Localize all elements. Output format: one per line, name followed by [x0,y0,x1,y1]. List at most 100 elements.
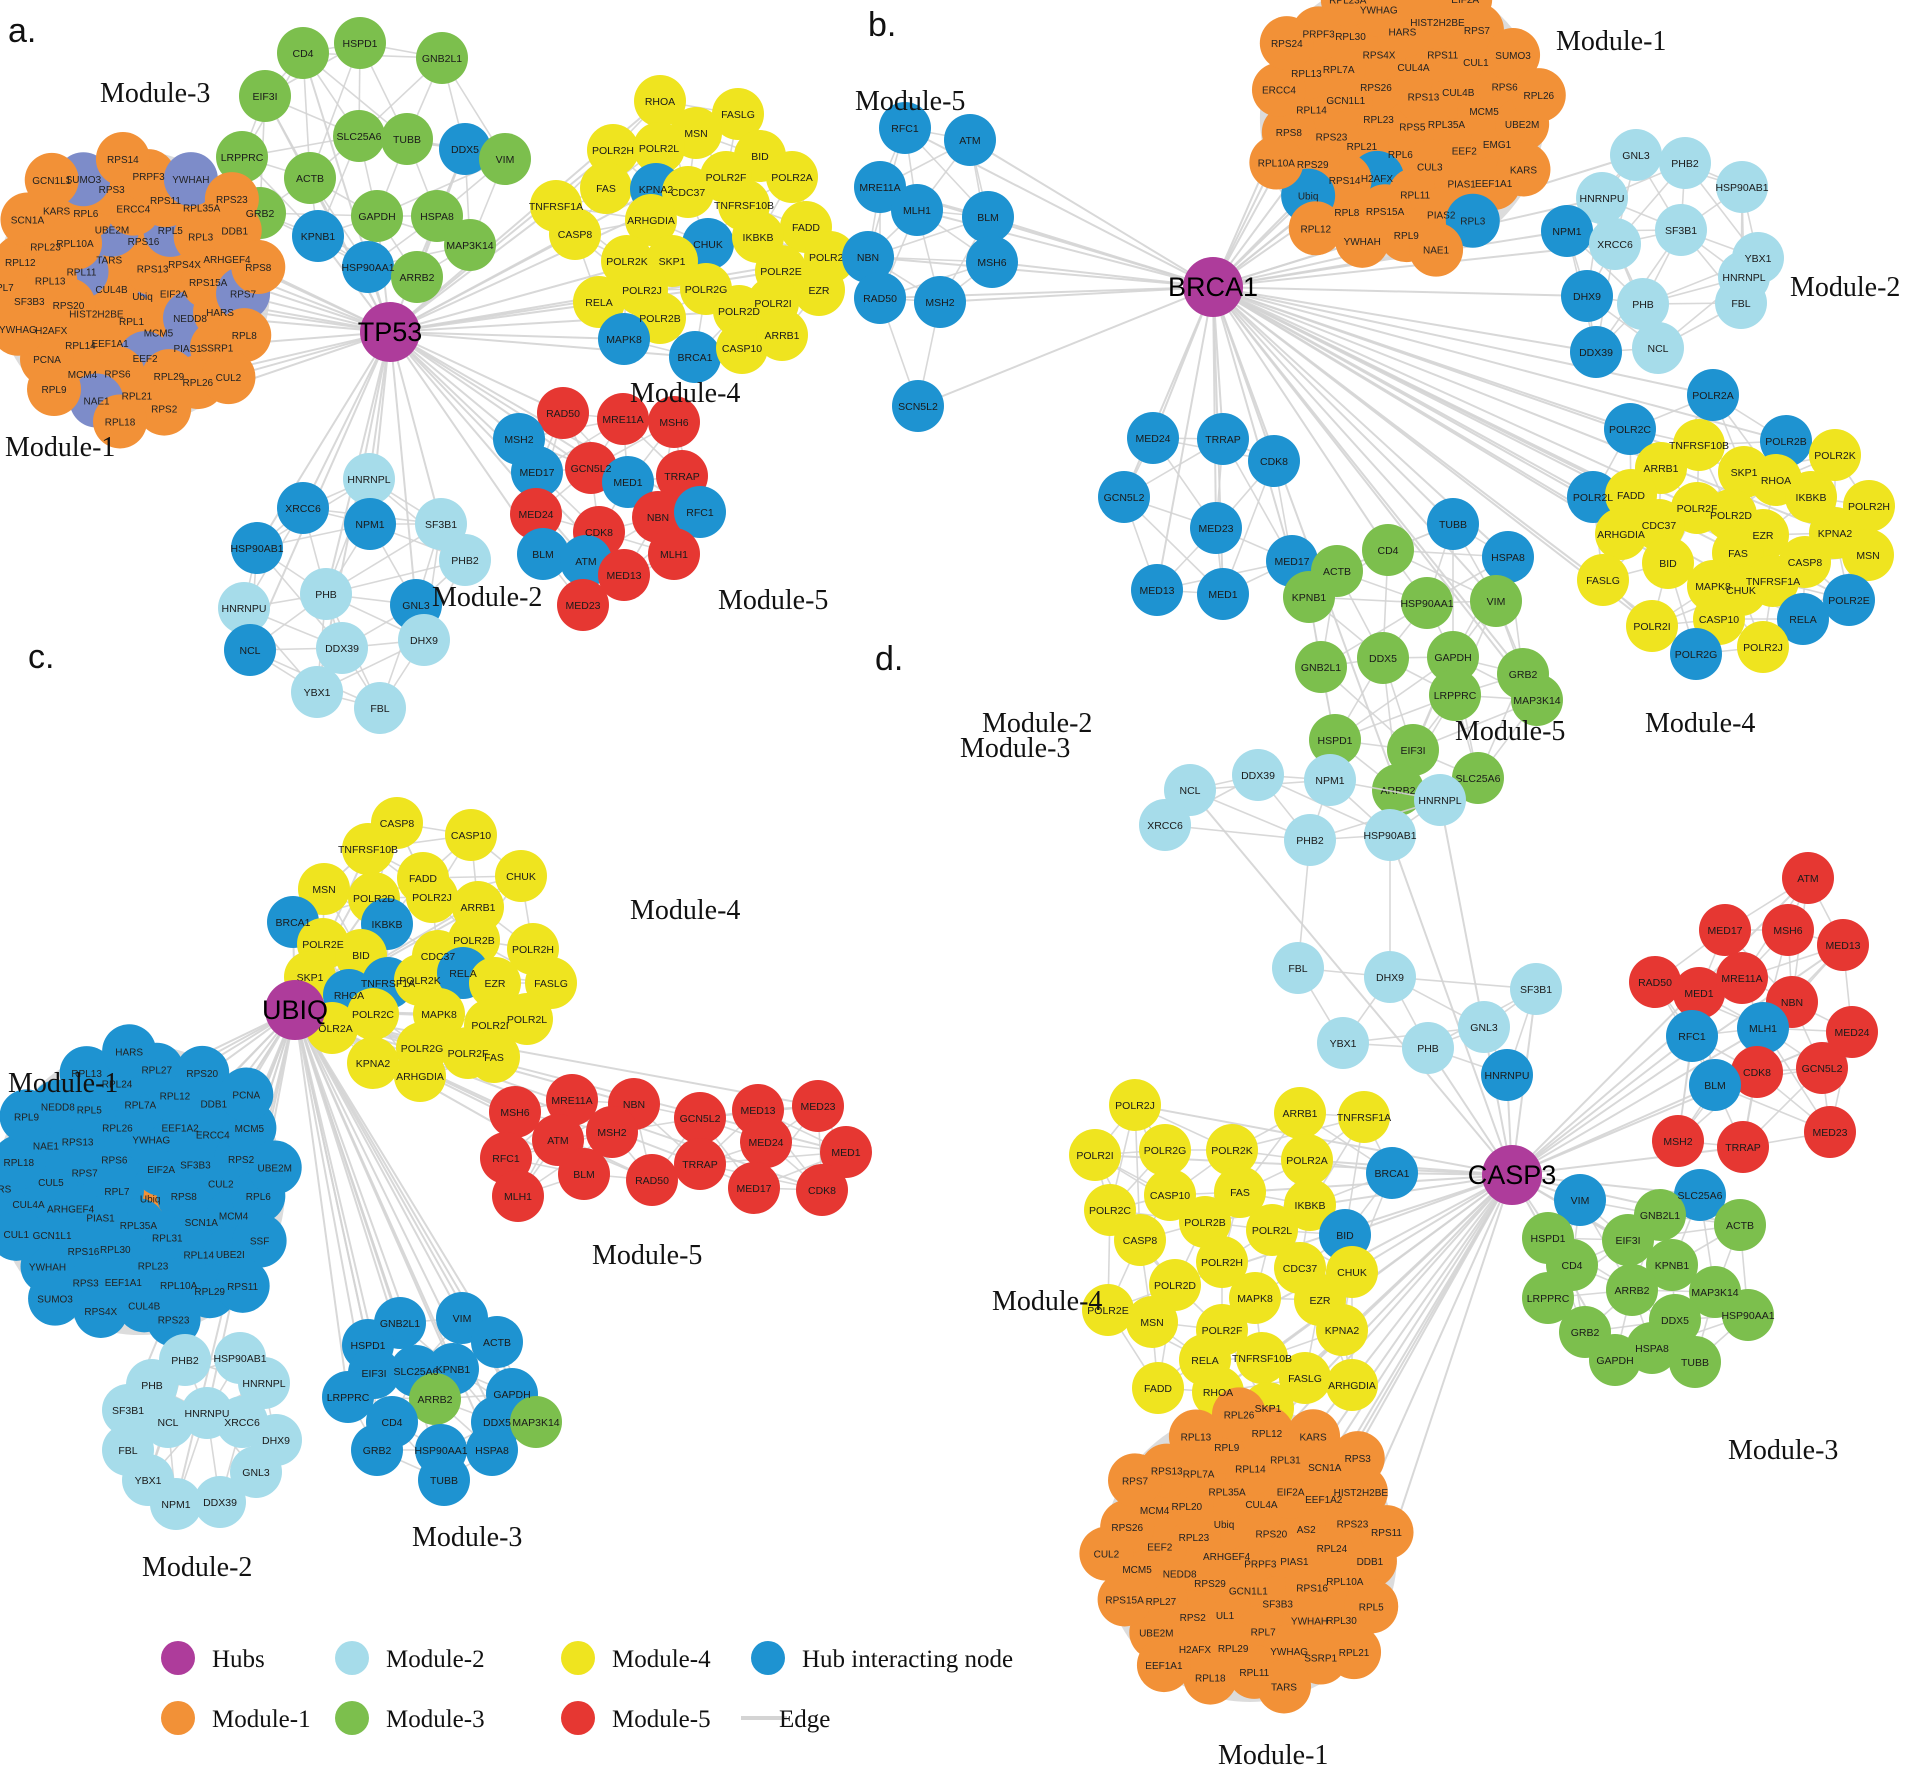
node-RPL21[interactable] [1327,1625,1382,1680]
node-CHUK[interactable] [495,850,547,902]
node-POLR2I[interactable] [1069,1129,1121,1181]
node-CASP10[interactable] [1144,1169,1196,1221]
node-RFC1[interactable] [879,102,931,154]
node-GCN5L2[interactable] [674,1092,726,1144]
node-KPNA2[interactable] [1316,1304,1368,1356]
node-RPS15A[interactable] [1097,1572,1152,1627]
node-FBL[interactable] [1272,942,1324,994]
node-RPS23[interactable] [146,1292,201,1347]
node-PHB[interactable] [300,568,352,620]
node-ARRB2[interactable] [1372,764,1424,816]
node-GAPDH[interactable] [351,190,403,242]
node-NPM1[interactable] [1541,205,1593,257]
node-MSH6[interactable] [489,1086,541,1138]
node-RAD50[interactable] [626,1154,678,1206]
node-RPL23A[interactable] [1320,0,1375,27]
node-YBX1[interactable] [1317,1017,1369,1069]
node-MAPK8[interactable] [1229,1272,1281,1324]
node-MSH6[interactable] [1762,904,1814,956]
node-GCN5L2[interactable] [1098,471,1150,523]
node-POLR2B[interactable] [1760,415,1812,467]
node-HSPD1[interactable] [1309,714,1361,766]
node-GAPDH[interactable] [1427,631,1479,683]
node-MRE11A[interactable] [546,1074,598,1126]
node-RAD50[interactable] [854,272,906,324]
node-RPS14[interactable] [95,131,150,186]
node-BLM[interactable] [1689,1059,1741,1111]
node-KPNA2[interactable] [347,1037,399,1089]
node-YBX1[interactable] [291,666,343,718]
node-GCN5L2[interactable] [1796,1042,1848,1094]
node-HSP90AA1[interactable] [1722,1289,1774,1341]
node-HNRNPU[interactable] [1576,172,1628,224]
node-NPM1[interactable] [344,498,396,550]
node-VIM[interactable] [479,133,531,185]
node-PHB2[interactable] [1659,137,1711,189]
node-BLM[interactable] [558,1148,610,1200]
node-KARS[interactable] [1496,142,1551,197]
node-MSN[interactable] [298,863,350,915]
node-TRRAP[interactable] [1197,413,1249,465]
node-RPS24[interactable] [1259,16,1314,71]
node-MED24[interactable] [1826,1006,1878,1058]
hub-UBIQ[interactable]: UBIQ [262,980,328,1040]
node-RPL12[interactable] [1288,201,1343,256]
node-ATM[interactable] [1782,852,1834,904]
node-HNRNPL[interactable] [1414,774,1466,826]
node-POLR2L[interactable] [633,122,685,174]
node-POLR2I[interactable] [1626,600,1678,652]
node-CHUK[interactable] [1326,1246,1378,1298]
node-RPL5[interactable] [1344,1579,1399,1634]
node-DHX9[interactable] [1561,270,1613,322]
node-KPNB1[interactable] [292,210,344,262]
node-HSPD1[interactable] [334,17,386,69]
node-ARRB1[interactable] [1274,1087,1326,1139]
node-TUBB[interactable] [418,1454,470,1506]
node-MED13[interactable] [598,549,650,601]
node-RPL13[interactable] [59,1046,114,1101]
node-BRCA1[interactable] [669,331,721,383]
node-GRB2[interactable] [351,1424,403,1476]
node-MED17[interactable] [1699,904,1751,956]
node-HARS[interactable] [102,1024,157,1079]
node-TNFRSF10B[interactable] [1236,1332,1288,1384]
node-POLR2G[interactable] [1139,1124,1191,1176]
node-POLR2L[interactable] [1246,1204,1298,1256]
node-MED1[interactable] [1197,568,1249,620]
node-ERCC4[interactable] [1251,62,1306,117]
node-PHB2[interactable] [1284,814,1336,866]
node-CD4[interactable] [1362,524,1414,576]
node-EZR[interactable] [793,264,845,316]
node-YWHAG[interactable] [0,301,45,356]
node-MRE11A[interactable] [597,393,649,445]
node-GNL3[interactable] [1610,129,1662,181]
node-DDX39[interactable] [316,622,368,674]
node-MSH2[interactable] [1652,1115,1704,1167]
node-LRPPRC[interactable] [1522,1272,1574,1324]
node-POLR2E[interactable] [1823,574,1875,626]
node-TNFRSF10B[interactable] [1673,419,1725,471]
node-ARRB2[interactable] [409,1373,461,1425]
node-TRRAP[interactable] [1717,1121,1769,1173]
node-DDX39[interactable] [1232,749,1284,801]
node-GNB2L1[interactable] [416,32,468,84]
node-POLR2G[interactable] [1670,628,1722,680]
node-TARS[interactable] [1392,0,1446,23]
node-CDK8[interactable] [796,1164,848,1216]
node-MED13[interactable] [1131,564,1183,616]
node-BLM[interactable] [517,528,569,580]
hub-node-UBIQ[interactable] [265,980,325,1040]
node-CDK8[interactable] [1731,1046,1783,1098]
node-POLR2L[interactable] [1567,471,1619,523]
node-RPL10A[interactable] [1249,135,1304,190]
node-SF3B1[interactable] [1655,204,1707,256]
node-HNRNPU[interactable] [218,582,270,634]
node-RPL13[interactable] [1168,1409,1223,1464]
node-ARHGDIA[interactable] [394,1050,446,1102]
node-RPS3[interactable] [1330,1431,1385,1486]
node-FASLG[interactable] [1577,554,1629,606]
node-SLC25A6[interactable] [1452,752,1504,804]
node-EIF2A[interactable] [1438,0,1493,27]
node-NAE1[interactable] [1409,222,1464,277]
node-HSP90AB1[interactable] [231,522,283,574]
